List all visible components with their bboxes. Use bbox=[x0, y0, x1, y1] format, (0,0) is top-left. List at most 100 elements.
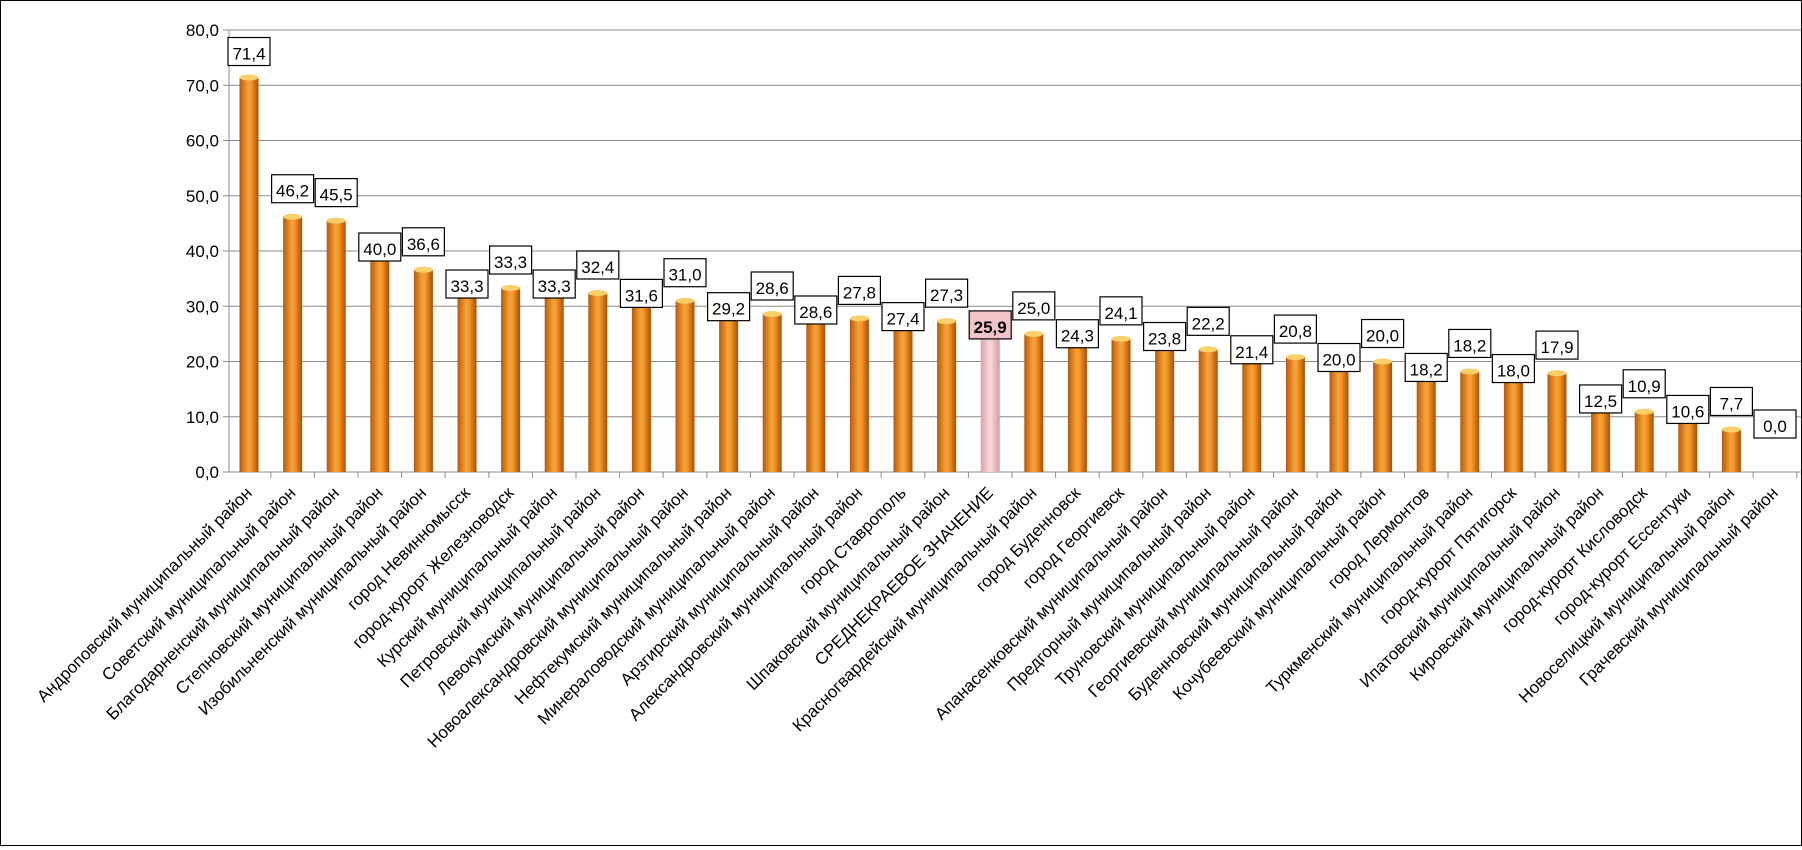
bar bbox=[893, 320, 913, 472]
bar-cap bbox=[1285, 354, 1305, 361]
bar bbox=[1634, 411, 1654, 472]
bar-cap bbox=[849, 315, 869, 322]
data-label-box bbox=[1230, 335, 1274, 365]
data-label: 20,0 bbox=[1322, 351, 1355, 370]
data-label: 31,0 bbox=[668, 266, 701, 285]
data-label: 24,3 bbox=[1061, 327, 1094, 346]
data-label-box bbox=[706, 292, 751, 322]
bar bbox=[544, 288, 564, 472]
bar-cap bbox=[1634, 408, 1654, 415]
data-label-box bbox=[401, 227, 445, 257]
data-label: 71,4 bbox=[232, 45, 265, 64]
axes bbox=[223, 29, 1801, 478]
bar-cap bbox=[1547, 370, 1567, 377]
data-label-box bbox=[1578, 384, 1623, 414]
bar-cap bbox=[1721, 426, 1741, 433]
data-label-box bbox=[837, 275, 882, 306]
data-label: 25,0 bbox=[1017, 299, 1050, 318]
bar-cap bbox=[1024, 330, 1044, 337]
data-label-box bbox=[1666, 394, 1710, 425]
y-tick-label: 20,0 bbox=[186, 353, 219, 372]
data-label-box bbox=[881, 302, 925, 332]
bar bbox=[1591, 402, 1611, 472]
data-label: 29,2 bbox=[712, 300, 745, 319]
bar bbox=[326, 220, 346, 472]
data-label: 36,6 bbox=[407, 235, 440, 254]
bar bbox=[1503, 372, 1523, 472]
data-label-box bbox=[1404, 352, 1448, 383]
data-label: 12,5 bbox=[1584, 392, 1617, 411]
bar bbox=[937, 321, 957, 472]
bar-cap bbox=[413, 266, 433, 273]
bar bbox=[675, 300, 695, 472]
bar bbox=[849, 318, 869, 472]
data-label: 20,8 bbox=[1279, 322, 1312, 341]
data-label: 33,3 bbox=[450, 277, 483, 296]
bar bbox=[980, 328, 1000, 472]
data-label: 23,8 bbox=[1148, 330, 1181, 349]
bar-cap bbox=[675, 297, 695, 304]
data-label-box bbox=[1186, 306, 1230, 336]
bar bbox=[1111, 338, 1131, 472]
bars bbox=[239, 74, 1741, 472]
bar bbox=[1416, 371, 1436, 472]
bar-cap bbox=[762, 310, 782, 317]
data-label: 46,2 bbox=[276, 182, 309, 201]
data-label: 45,5 bbox=[320, 186, 353, 205]
data-label: 0,0 bbox=[1763, 417, 1787, 436]
data-label-box bbox=[619, 278, 664, 309]
data-label-box bbox=[1535, 330, 1579, 360]
bar bbox=[370, 251, 390, 472]
data-label: 25,9 bbox=[974, 318, 1007, 337]
x-tick-labels: Андроповский муниципальный районСоветски… bbox=[33, 483, 1782, 752]
data-label-box bbox=[1753, 409, 1797, 439]
bar bbox=[588, 292, 608, 472]
bar-cap bbox=[1373, 358, 1393, 365]
bar bbox=[1721, 429, 1741, 472]
data-label-box bbox=[1142, 321, 1187, 352]
bar bbox=[413, 269, 433, 472]
data-label: 18,2 bbox=[1453, 336, 1486, 355]
data-label-box bbox=[314, 178, 358, 208]
bar bbox=[719, 310, 739, 472]
y-tick-label: 70,0 bbox=[186, 76, 219, 95]
y-tick-label: 60,0 bbox=[186, 132, 219, 151]
bar bbox=[1067, 337, 1087, 472]
data-label-box bbox=[227, 36, 271, 67]
data-label-box bbox=[532, 269, 576, 299]
bar bbox=[1329, 361, 1349, 472]
y-tick-labels: 0,0 10,0 20,0 30,0 40,0 50,0 60,0 70,0 80,0 bbox=[186, 21, 219, 482]
y-tick-label: 40,0 bbox=[186, 242, 219, 261]
bar bbox=[457, 288, 477, 472]
bar-cap bbox=[1460, 368, 1480, 375]
data-label: 27,3 bbox=[930, 286, 963, 305]
data-label-box bbox=[576, 250, 620, 280]
data-label-box bbox=[1448, 328, 1492, 359]
data-label: 18,0 bbox=[1497, 362, 1530, 381]
bar bbox=[1373, 361, 1393, 472]
data-label: 24,1 bbox=[1104, 304, 1137, 323]
data-label: 27,4 bbox=[886, 310, 919, 329]
data-label: 33,3 bbox=[494, 253, 527, 272]
bar bbox=[762, 313, 782, 472]
data-labels: 71,4 46,2 45,5 40,0 36,6 33,3 33,3 33,3 32,4 31,6… bbox=[227, 36, 1797, 439]
data-label: 28,6 bbox=[756, 279, 789, 298]
bar bbox=[631, 297, 651, 472]
data-label: 10,9 bbox=[1628, 377, 1661, 396]
data-label-box bbox=[750, 271, 794, 301]
bar-cap bbox=[588, 289, 608, 296]
data-label-box bbox=[1709, 386, 1754, 417]
bar-cap bbox=[283, 213, 303, 220]
data-label: 28,6 bbox=[799, 303, 832, 322]
data-label-box bbox=[1491, 353, 1536, 384]
data-label-box bbox=[1099, 296, 1143, 326]
data-label: 20,0 bbox=[1366, 327, 1399, 346]
data-label-box bbox=[968, 310, 1012, 340]
data-label-box bbox=[924, 278, 969, 308]
bar-cap bbox=[326, 217, 346, 224]
data-label: 18,2 bbox=[1410, 360, 1443, 379]
bar-cap bbox=[239, 74, 259, 81]
y-tick-label: 30,0 bbox=[186, 297, 219, 316]
